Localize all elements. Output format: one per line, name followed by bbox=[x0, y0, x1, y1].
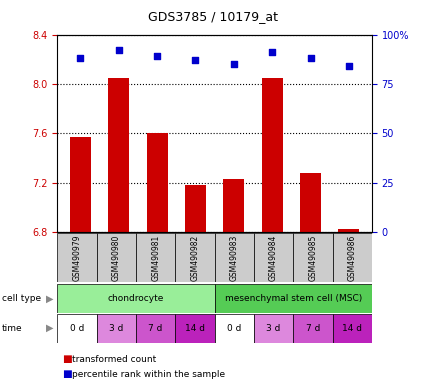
Text: GSM490983: GSM490983 bbox=[230, 235, 239, 281]
Point bbox=[77, 55, 84, 61]
Bar bbox=[215, 233, 254, 282]
Bar bbox=[185, 185, 206, 232]
Point bbox=[192, 57, 199, 63]
Point bbox=[269, 49, 275, 55]
Text: GSM490979: GSM490979 bbox=[73, 234, 82, 281]
Text: GSM490981: GSM490981 bbox=[151, 235, 160, 281]
Bar bbox=[223, 179, 244, 232]
Point bbox=[307, 55, 314, 61]
Text: 3 d: 3 d bbox=[266, 324, 281, 333]
Bar bbox=[332, 233, 372, 282]
Bar bbox=[215, 314, 254, 343]
Bar bbox=[215, 284, 372, 313]
Text: 7 d: 7 d bbox=[306, 324, 320, 333]
Bar bbox=[96, 314, 136, 343]
Bar bbox=[262, 78, 283, 232]
Text: GSM490982: GSM490982 bbox=[190, 235, 199, 281]
Bar bbox=[147, 134, 167, 232]
Text: ■: ■ bbox=[62, 354, 71, 364]
Point bbox=[115, 47, 122, 53]
Bar bbox=[175, 314, 215, 343]
Bar bbox=[338, 228, 360, 232]
Bar bbox=[300, 173, 321, 232]
Bar bbox=[293, 314, 332, 343]
Text: 7 d: 7 d bbox=[148, 324, 163, 333]
Bar bbox=[136, 314, 175, 343]
Bar bbox=[254, 233, 293, 282]
Bar bbox=[332, 314, 372, 343]
Text: ▶: ▶ bbox=[46, 323, 54, 333]
Text: mesenchymal stem cell (MSC): mesenchymal stem cell (MSC) bbox=[225, 294, 362, 303]
Bar bbox=[57, 233, 96, 282]
Bar bbox=[254, 314, 293, 343]
Text: GDS3785 / 10179_at: GDS3785 / 10179_at bbox=[147, 10, 278, 23]
Text: GSM490986: GSM490986 bbox=[348, 235, 357, 281]
Text: 14 d: 14 d bbox=[342, 324, 362, 333]
Bar bbox=[293, 233, 332, 282]
Text: transformed count: transformed count bbox=[72, 354, 156, 364]
Text: GSM490980: GSM490980 bbox=[112, 235, 121, 281]
Bar bbox=[96, 233, 136, 282]
Bar bbox=[57, 314, 96, 343]
Text: time: time bbox=[2, 324, 23, 333]
Text: 0 d: 0 d bbox=[227, 324, 241, 333]
Text: GSM490985: GSM490985 bbox=[309, 235, 317, 281]
Text: ▶: ▶ bbox=[46, 293, 54, 304]
Text: 3 d: 3 d bbox=[109, 324, 124, 333]
Text: GSM490984: GSM490984 bbox=[269, 235, 278, 281]
Point bbox=[154, 53, 161, 60]
Text: 14 d: 14 d bbox=[185, 324, 205, 333]
Bar bbox=[136, 233, 175, 282]
Bar bbox=[108, 78, 129, 232]
Text: chondrocyte: chondrocyte bbox=[108, 294, 164, 303]
Text: percentile rank within the sample: percentile rank within the sample bbox=[72, 370, 225, 379]
Point bbox=[230, 61, 237, 67]
Text: cell type: cell type bbox=[2, 294, 41, 303]
Bar bbox=[175, 233, 215, 282]
Text: ■: ■ bbox=[62, 369, 71, 379]
Point bbox=[346, 63, 352, 69]
Bar bbox=[70, 137, 91, 232]
Text: 0 d: 0 d bbox=[70, 324, 84, 333]
Bar bbox=[57, 284, 215, 313]
